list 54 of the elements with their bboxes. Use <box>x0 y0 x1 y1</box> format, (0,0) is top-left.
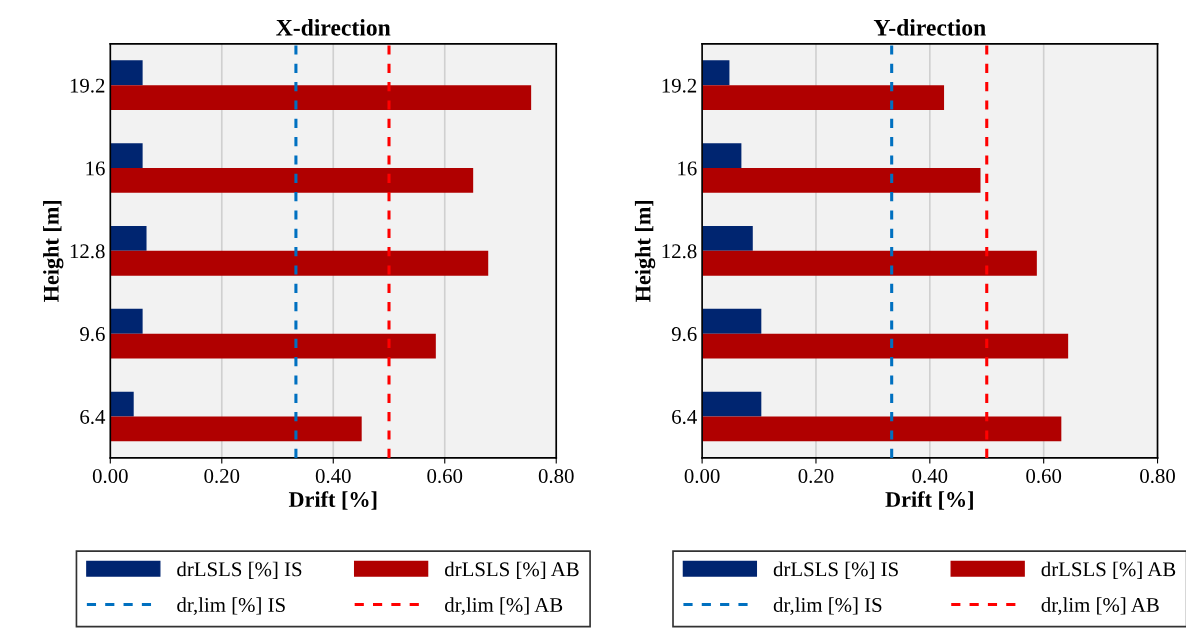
y-tick-label: 6.4 <box>80 409 106 424</box>
bar <box>702 85 945 111</box>
bar <box>110 85 532 111</box>
legend-label: dr,lim [%] AB <box>1041 597 1159 616</box>
y-axis-title: Height [m] <box>634 200 656 302</box>
x-tick-label: 0.60 <box>427 468 463 484</box>
bar <box>702 143 742 169</box>
x-tick-label: 0.80 <box>1140 468 1175 484</box>
legend-label: drLSLS [%] AB <box>445 561 579 579</box>
bar <box>110 60 143 86</box>
bar <box>110 416 362 442</box>
x-tick-label: 0.80 <box>538 468 574 484</box>
bar <box>110 168 474 193</box>
y-tick-label: 16 <box>86 161 105 176</box>
chart-title: X-direction <box>276 19 391 36</box>
bar <box>110 308 143 334</box>
legend-label: dr,lim [%] IS <box>177 597 285 616</box>
bar <box>702 308 762 334</box>
y-tick-label: 16 <box>678 161 697 176</box>
x-tick-label: 0.20 <box>204 468 240 484</box>
chart-title: Y-direction <box>873 19 986 36</box>
y-axis-title: Height [m] <box>43 200 64 302</box>
bar <box>110 225 147 251</box>
y-tick-label: 12.8 <box>662 244 697 259</box>
y-tick-label: 19.2 <box>70 78 105 93</box>
x-tick-label: 0.20 <box>798 468 834 484</box>
x-axis-title: Drift [%] <box>885 491 973 510</box>
bar <box>702 333 1069 359</box>
x-tick-label: 0.60 <box>1026 468 1062 484</box>
bar <box>702 391 762 417</box>
y-tick-label: 9.6 <box>80 327 105 342</box>
y-tick-label: 9.6 <box>671 327 697 342</box>
legend-label: dr,lim [%] IS <box>773 597 882 616</box>
bar <box>110 143 143 169</box>
legend-label: dr,lim [%] AB <box>445 597 563 616</box>
y-tick-label: 6.4 <box>672 409 697 424</box>
x-tick-label: 0.40 <box>912 468 948 484</box>
bar <box>702 225 753 251</box>
x-tick-label: 0.00 <box>92 468 128 484</box>
legend-label: drLSLS [%] IS <box>773 561 898 579</box>
y-tick-label: 12.8 <box>70 244 105 259</box>
bar <box>110 333 436 359</box>
bar <box>702 250 1037 276</box>
x-axis-title: Drift [%] <box>288 491 377 510</box>
y-tick-label: 19.2 <box>662 78 697 93</box>
bar <box>110 391 134 417</box>
bar <box>702 60 730 86</box>
bar <box>702 168 981 193</box>
legend-label: drLSLS [%] AB <box>1041 561 1176 579</box>
x-tick-label: 0.40 <box>315 468 351 484</box>
bar <box>702 416 1062 442</box>
x-tick-label: 0.00 <box>684 468 720 484</box>
legend-label: drLSLS [%] IS <box>177 561 302 579</box>
bar <box>110 250 489 276</box>
